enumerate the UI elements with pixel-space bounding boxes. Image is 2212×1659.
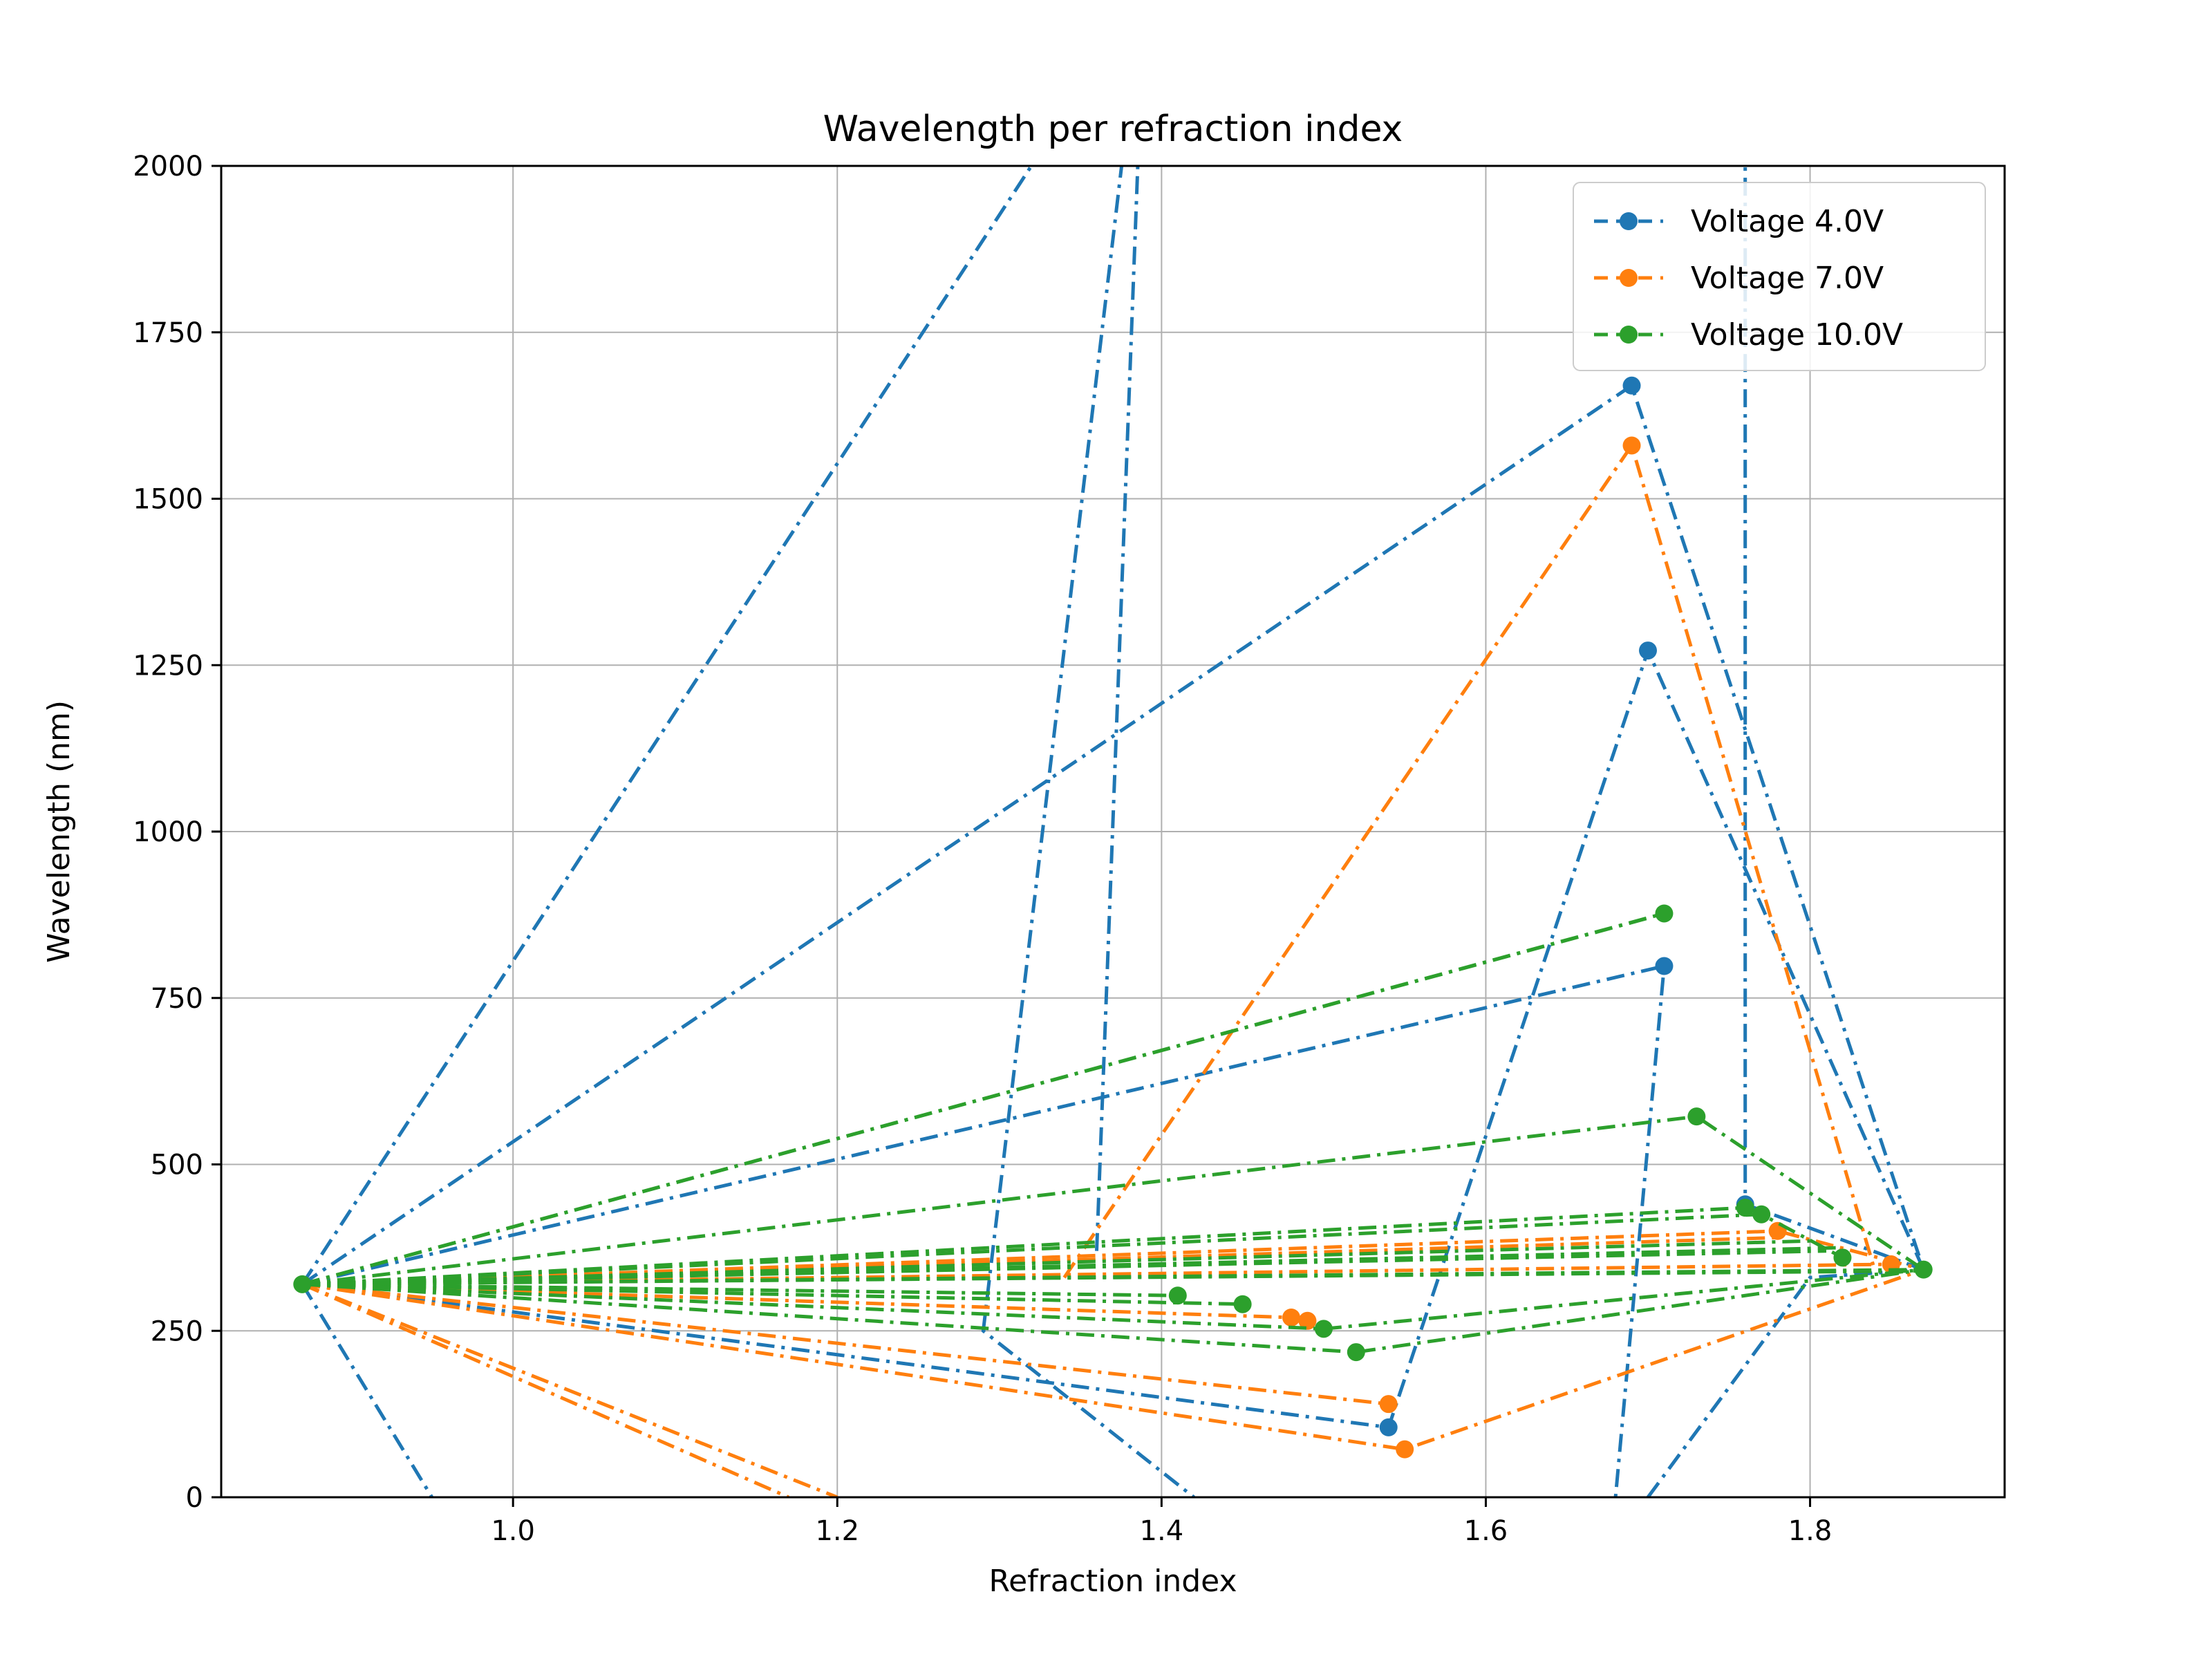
y-ticks: 0 250 500 750 1000 1250 1500 1750 2000 [133,151,221,1514]
chart-title: Wavelength per refraction index [823,109,1403,150]
data-point [1314,1320,1333,1338]
y-tick-label: 0 [186,1482,203,1514]
data-point [1298,1311,1317,1330]
legend: Voltage 4.0V Voltage 7.0V Voltage 10.0V [1573,182,1986,371]
series-line [302,1114,1925,1286]
y-axis-label: Wavelength (nm) [41,700,77,963]
legend-label: Voltage 4.0V [1691,204,1884,239]
series-3 [293,904,1933,1362]
data-point [1168,1286,1187,1305]
data-point [1833,1248,1852,1267]
data-point [1655,957,1674,975]
legend-label: Voltage 7.0V [1691,261,1884,296]
series-line [1646,1268,1924,1497]
y-tick-label: 500 [151,1150,203,1181]
series-line [301,916,1649,1286]
series-2 [301,436,1924,1497]
y-tick-label: 1000 [133,816,203,848]
series-line [302,1268,1924,1354]
data-point [1282,1308,1300,1327]
data-point [1639,641,1657,660]
series-line [302,1206,1745,1286]
series-1 [301,166,1926,1497]
legend-marker [1620,212,1638,230]
x-tick-label: 1.0 [491,1515,535,1547]
y-tick-label: 750 [151,983,203,1015]
x-ticks: 1.0 1.2 1.4 1.6 1.8 [491,1497,1832,1547]
series-line [302,1282,1292,1320]
series-line [302,1249,1827,1286]
data-point [1233,1295,1252,1313]
series-line [302,1269,1924,1286]
series-line [302,1229,1924,1286]
x-tick-label: 1.2 [815,1515,859,1547]
data-point [1379,1395,1398,1414]
y-tick-label: 250 [151,1315,203,1347]
data-point [1379,1418,1398,1436]
data-point [1622,376,1641,395]
series-line [301,382,1926,1286]
series-line [301,1268,1924,1452]
data-point [1622,436,1641,455]
data-point [1347,1343,1365,1362]
series-line [301,166,1034,1286]
series-line [301,1283,434,1497]
data-point [1687,1107,1706,1126]
series-line [302,1282,1389,1406]
y-tick-label: 1250 [133,650,203,682]
series-line [981,166,1195,1497]
data-point [1736,1199,1754,1217]
legend-label: Voltage 10.0V [1691,317,1903,353]
series-line [302,1239,1810,1286]
data-point [1752,1205,1771,1224]
x-axis-label: Refraction index [988,1564,1237,1599]
y-tick-label: 1750 [133,317,203,349]
series-layer [293,166,1933,1497]
data-point [293,1275,312,1293]
y-tick-label: 1500 [133,484,203,516]
y-tick-label: 2000 [133,151,203,182]
x-tick-label: 1.6 [1464,1515,1508,1547]
series-line [302,1282,1178,1297]
series-line [301,964,1667,1497]
legend-marker [1620,269,1638,287]
series-line [301,1282,838,1497]
data-point [1914,1260,1933,1279]
x-tick-label: 1.4 [1140,1515,1184,1547]
legend-marker [1620,326,1638,344]
data-point [1655,904,1674,923]
data-point [1396,1440,1414,1459]
legend-box [1573,182,1986,371]
x-tick-label: 1.8 [1788,1515,1833,1547]
